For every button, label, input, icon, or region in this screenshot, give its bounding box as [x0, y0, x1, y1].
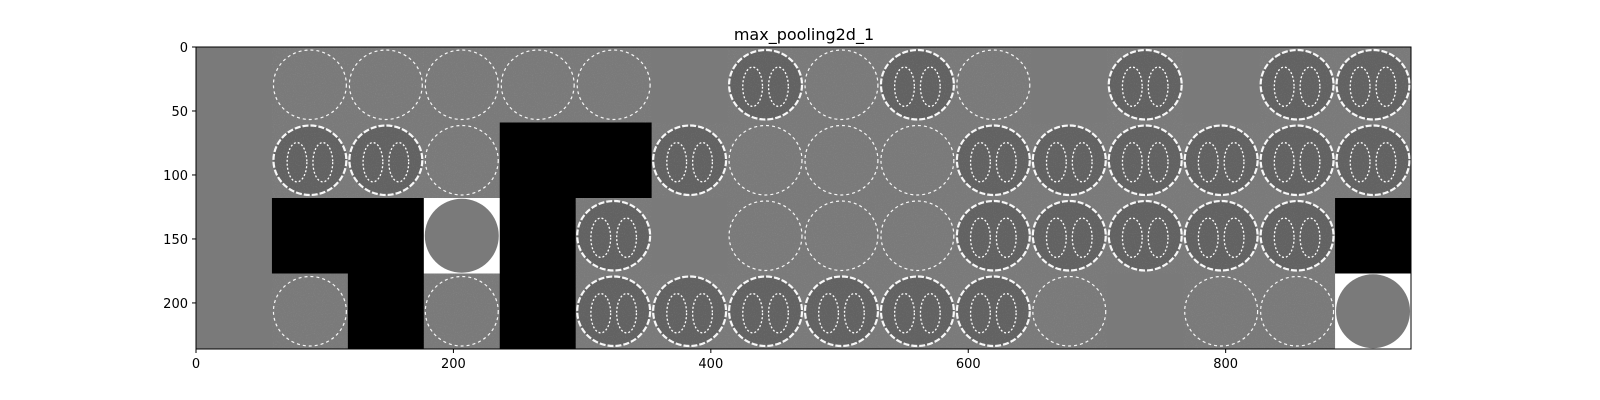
tile-black: [499, 273, 577, 350]
tile-lungs: [727, 273, 804, 350]
x-axis-ticks: 0 200 400 600 800: [192, 349, 1238, 372]
x-tick-label: 0: [192, 357, 200, 372]
tile-lungs: [1031, 198, 1108, 274]
tile-ring: [955, 47, 1032, 123]
tile-flat: [1183, 47, 1260, 123]
tile-lungs: [1107, 47, 1184, 123]
heatmap-tiles: [196, 47, 1412, 350]
tile-lungs: [1259, 47, 1336, 123]
tile-black: [347, 198, 425, 274]
tile-black: [271, 198, 349, 274]
tile-black: [1335, 198, 1412, 274]
axes-frame: [195, 46, 1412, 350]
y-axis-ticks: 0 50 100 150 200: [163, 41, 196, 312]
tile-ring: [1031, 273, 1108, 350]
y-tick-label: 50: [171, 105, 188, 120]
tile-ring: [1183, 273, 1260, 350]
x-tick-label: 800: [1213, 357, 1238, 372]
tile-lungs: [803, 273, 880, 350]
tile-lungs: [347, 122, 425, 199]
tile-lungs: [955, 122, 1032, 199]
x-tick-label: 400: [698, 357, 723, 372]
tile-black: [499, 122, 577, 199]
tile-lungs: [1031, 122, 1108, 199]
tile-black: [575, 122, 653, 199]
tile-lungs: [1335, 122, 1412, 199]
tile-ring: [879, 122, 956, 199]
tile-lungs: [1107, 122, 1184, 199]
tile-ring: [271, 47, 349, 123]
tile-ring: [271, 273, 349, 350]
tile-lungs: [1259, 122, 1336, 199]
tile-ring: [423, 273, 501, 350]
tile-ring: [803, 47, 880, 123]
tile-lungs: [651, 122, 729, 199]
tile-ring: [499, 47, 577, 123]
tile-lungs: [1183, 198, 1260, 274]
x-tick-label: 200: [441, 357, 466, 372]
tile-lungs: [879, 47, 956, 123]
tile-ring: [423, 47, 501, 123]
tile-lungs: [651, 273, 729, 350]
tile-ring: [803, 122, 880, 199]
tile-lungs: [727, 47, 804, 123]
tile-flat: [196, 273, 273, 350]
tile-black: [499, 198, 577, 274]
tile-lungs: [955, 198, 1032, 274]
tile-ring: [575, 47, 653, 123]
tile-ring: [727, 122, 804, 199]
x-tick-label: 600: [956, 357, 981, 372]
tile-flat: [196, 198, 273, 274]
tile-flat: [196, 47, 273, 123]
tile-ring: [347, 47, 425, 123]
tile-flat: [1107, 273, 1184, 350]
y-tick-label: 150: [163, 233, 188, 248]
y-tick-label: 200: [163, 297, 188, 312]
tile-ring: [879, 198, 956, 274]
chart-title: max_pooling2d_1: [734, 25, 874, 45]
tile-lungs: [1183, 122, 1260, 199]
tile-lungs: [271, 122, 349, 199]
tile-lungs: [879, 273, 956, 350]
tile-lungs: [575, 198, 653, 274]
tile-lungs: [955, 273, 1032, 350]
tile-ring: [423, 122, 501, 199]
tile-black: [347, 273, 425, 350]
tile-flat: [651, 47, 729, 123]
tile-ring: [1259, 273, 1336, 350]
tile-lungs: [1259, 198, 1336, 274]
tile-ring: [727, 198, 804, 274]
tile-lungs: [575, 273, 653, 350]
y-tick-label: 0: [180, 41, 188, 56]
tile-disk: [423, 198, 501, 274]
y-tick-label: 100: [163, 169, 188, 184]
tile-disk: [1335, 273, 1412, 350]
tile-ring: [803, 198, 880, 274]
tile-lungs: [1107, 198, 1184, 274]
tile-flat: [196, 122, 273, 199]
tile-flat: [651, 198, 729, 274]
tile-flat: [1031, 47, 1108, 123]
tile-lungs: [1335, 47, 1412, 123]
